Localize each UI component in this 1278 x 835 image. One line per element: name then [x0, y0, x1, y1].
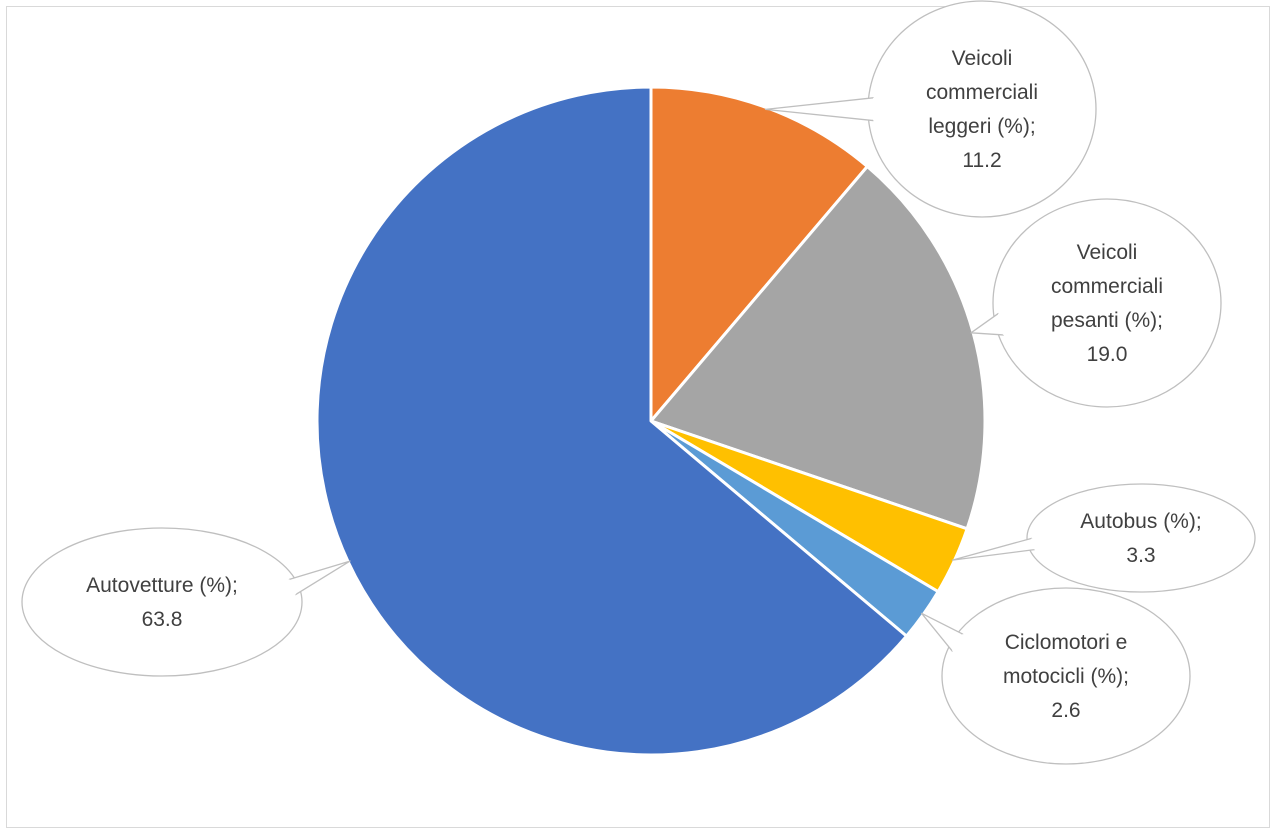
callout-bubble	[941, 587, 1191, 765]
data-label-text: 63.8	[142, 608, 183, 631]
callout-bubble	[992, 198, 1222, 408]
data-label-text: pesanti (%);	[1051, 309, 1163, 332]
data-label-text: Ciclomotori e	[1005, 631, 1128, 654]
data-label-text: Autovetture (%);	[86, 574, 238, 597]
pie-slice	[649, 85, 869, 423]
data-label-text: 2.6	[1051, 699, 1080, 722]
pie-slices	[315, 85, 987, 757]
data-label-callout: Ciclomotori e motocicli (%); 2.6	[920, 587, 1191, 765]
data-label-callout: Veicoli commerciali pesanti (%); 19.0	[970, 198, 1222, 408]
data-label-text: 11.2	[962, 149, 1001, 172]
data-label-text: Veicoli	[1077, 241, 1138, 264]
data-label-callout: Veicoli commerciali leggeri (%); 11.2	[764, 0, 1097, 218]
data-label-text: Veicoli	[952, 47, 1013, 70]
callout-bubble	[867, 0, 1097, 218]
data-label-text: leggeri (%);	[928, 115, 1035, 138]
data-label-text: 3.3	[1126, 544, 1155, 567]
data-label-text: commerciali	[926, 81, 1038, 104]
data-label-text: commerciali	[1051, 275, 1163, 298]
callout-bubble	[1026, 483, 1256, 593]
callout-pointer	[288, 560, 351, 596]
data-label-text: Autobus (%);	[1080, 510, 1201, 533]
data-label-text: motocicli (%);	[1003, 665, 1129, 688]
data-label-text: 19.0	[1087, 343, 1128, 366]
callout-bubble	[21, 527, 303, 677]
data-label-callout: Autovetture (%); 63.8	[21, 527, 351, 677]
callout-pointer	[951, 537, 1036, 561]
data-label-callout: Autobus (%); 3.3	[951, 483, 1256, 593]
